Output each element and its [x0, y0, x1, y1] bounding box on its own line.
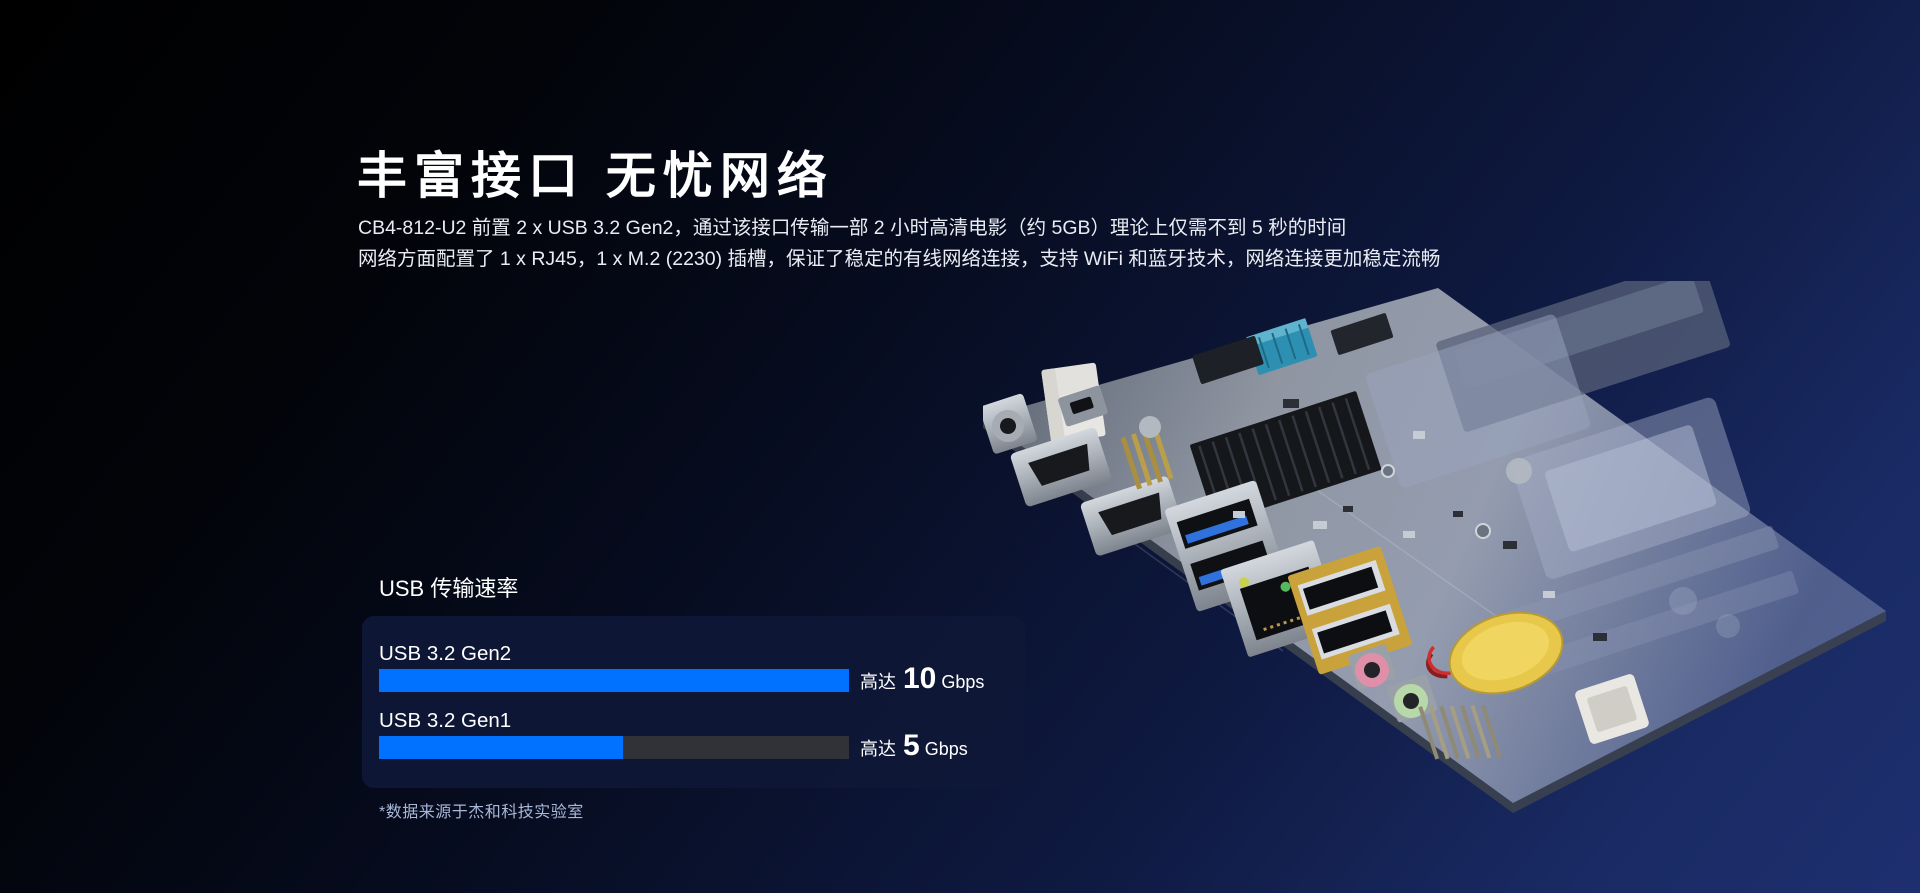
speed-row: USB 3.2 Gen1 高达 5 Gbps [379, 709, 1025, 762]
chart-title: USB 传输速率 [379, 576, 519, 601]
speed-row: USB 3.2 Gen2 高达 10 Gbps [379, 642, 1025, 695]
usb2-ports [1288, 546, 1412, 675]
speed-value: 高达 5 Gbps [860, 729, 968, 762]
teal-connector [1246, 318, 1318, 375]
speed-prefix: 高达 [860, 672, 896, 692]
speed-unit: Gbps [941, 672, 985, 692]
front-panel-pins [1418, 704, 1502, 760]
bar-label: USB 3.2 Gen2 [379, 642, 512, 665]
dc-jack [979, 393, 1037, 454]
bar-fill [379, 736, 624, 759]
pcb-surface [983, 288, 1886, 803]
coin-battery [1426, 611, 1564, 695]
ghosted-modules [1365, 257, 1799, 685]
capacitor [1139, 416, 1161, 438]
chart-panel: USB 3.2 Gen2 高达 10 Gbps USB 3.2 Gen1 [362, 616, 1025, 788]
motherboard-photo [979, 257, 1895, 813]
audio-jack-pink [1348, 644, 1396, 690]
smd-components [1233, 399, 1607, 641]
bar-fill [379, 669, 849, 692]
power-connector [1575, 674, 1649, 744]
sata-connector [1192, 336, 1264, 384]
speed-unit: Gbps [924, 739, 968, 759]
hdmi-port-2 [1080, 476, 1184, 556]
hero-paragraph-line2: 网络方面配置了 1 x RJ45，1 x M.2 (2230) 插槽，保证了稳定… [358, 248, 1441, 270]
bar-track [379, 736, 849, 759]
bar-track [379, 669, 849, 692]
speed-number: 5 [903, 729, 920, 762]
page-title: 丰富接口 无忧网络 [357, 147, 834, 204]
speed-number: 10 [903, 662, 937, 695]
hero-paragraph: CB4-812-U2 前置 2 x USB 3.2 Gen2，通过该接口传输一部… [358, 213, 1440, 275]
header-connector [1330, 313, 1394, 355]
hero-paragraph-line1: CB4-812-U2 前置 2 x USB 3.2 Gen2，通过该接口传输一部… [358, 217, 1347, 239]
motherboard-illustration [979, 257, 1886, 813]
speed-prefix: 高达 [860, 739, 896, 759]
bar-label: USB 3.2 Gen1 [379, 709, 512, 732]
speed-value: 高达 10 Gbps [860, 662, 985, 695]
chart-footnote: *数据来源于杰和科技实验室 [379, 804, 584, 821]
capacitor [1506, 458, 1532, 484]
pin-header [1120, 426, 1174, 490]
mini-port [1058, 385, 1108, 427]
usb-speed-chart: USB 传输速率 USB 3.2 Gen2 高达 10 Gbps USB [362, 576, 1025, 788]
hdmi-port-1 [1010, 427, 1112, 507]
